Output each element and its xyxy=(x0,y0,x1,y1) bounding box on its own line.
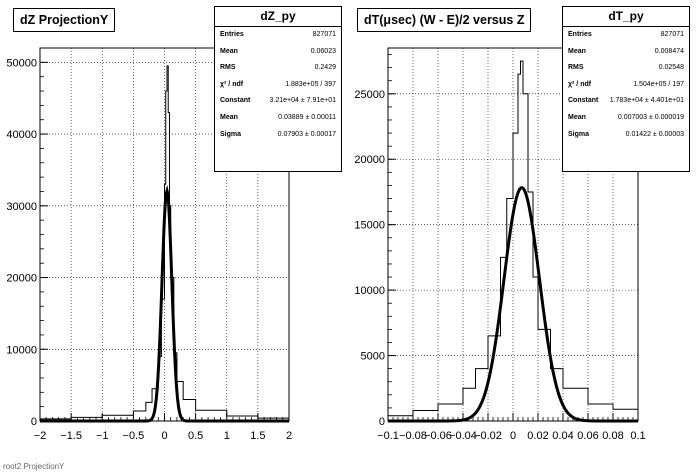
right-stats-box: dT_py Entries 827071 Mean 0.008474 RMS 0.0254… xyxy=(562,6,690,172)
stats-label: χ² / ndf xyxy=(568,80,592,88)
x-tick-label: −2 xyxy=(34,430,47,442)
stats-value: 0.01422 ± 0.00003 xyxy=(625,130,684,138)
stats-value: 1.504e+05 / 197 xyxy=(633,80,684,88)
x-tick-label: −0.02 xyxy=(474,430,502,442)
stats-value: 0.008474 xyxy=(654,47,684,55)
stats-row: Entries 827071 xyxy=(215,27,341,44)
y-tick-label: 15000 xyxy=(354,220,385,232)
stats-value: 827071 xyxy=(660,31,684,38)
stats-row: Constant 3.21e+04 ± 7.91e+01 xyxy=(215,93,341,110)
stats-label: Constant xyxy=(568,97,599,105)
left-stats-box: dZ_py Entries 827071 Mean 0.06023 RMS 0.2429 χ… xyxy=(214,6,342,172)
x-tick-label: −0.1 xyxy=(377,430,399,442)
stats-label: Mean xyxy=(568,113,586,121)
left-stats-name: dZ_py xyxy=(215,7,341,27)
stats-row: Mean 0.008474 xyxy=(563,44,689,61)
stats-label: Constant xyxy=(220,97,251,105)
stats-label: Sigma xyxy=(220,130,242,138)
histogram-line xyxy=(40,65,290,420)
y-tick-label: 5000 xyxy=(361,351,385,363)
x-tick-label: 0 xyxy=(161,430,167,442)
right-stats-rows: Entries 827071 Mean 0.008474 RMS 0.02548 χ² / … xyxy=(563,27,689,143)
y-tick-label: 50000 xyxy=(6,57,37,69)
left-stats-rows: Entries 827071 Mean 0.06023 RMS 0.2429 χ² / nd… xyxy=(215,27,341,143)
stats-label: Mean xyxy=(220,113,238,121)
y-tick-label: 0 xyxy=(31,416,37,428)
stats-label: Entries xyxy=(220,31,244,38)
footer-note: root2 ProjectionY xyxy=(3,462,65,471)
stats-value: 3.21e+04 ± 7.91e+01 xyxy=(269,97,336,105)
stats-value: 0.02548 xyxy=(658,64,684,72)
stats-label: Mean xyxy=(220,47,238,55)
x-tick-label: 0.06 xyxy=(577,430,598,442)
x-tick-label: 1 xyxy=(224,430,230,442)
x-tick-label: 0.08 xyxy=(602,430,623,442)
stats-row: Sigma 0.07903 ± 0.00017 xyxy=(215,127,341,144)
histogram-line xyxy=(388,60,639,417)
x-tick-label: −0.04 xyxy=(449,430,477,442)
gaussian-fit-line xyxy=(388,186,638,423)
stats-value: 1.783e+04 ± 4.401e+01 xyxy=(609,97,684,105)
x-tick-label: −1.5 xyxy=(60,430,82,442)
stats-row: Mean 0.007003 ± 0.000019 xyxy=(563,110,689,127)
stats-row: RMS 0.02548 xyxy=(563,60,689,77)
x-tick-label: 2 xyxy=(286,430,292,442)
y-tick-label: 30000 xyxy=(6,201,37,213)
stats-row: RMS 0.2429 xyxy=(215,60,341,77)
stats-row: Entries 827071 xyxy=(563,27,689,44)
right-stats-name: dT_py xyxy=(563,7,689,27)
right-title-text: dT(μsec) (W - E)/2 versus Z xyxy=(364,13,525,27)
stats-row: χ² / ndf 1.504e+05 / 197 xyxy=(563,77,689,94)
y-tick-label: 10000 xyxy=(6,344,37,356)
stats-value: 0.07903 ± 0.00017 xyxy=(277,130,336,138)
x-tick-label: −0.06 xyxy=(424,430,452,442)
stats-label: RMS xyxy=(568,64,584,72)
stats-label: χ² / ndf xyxy=(220,80,244,88)
x-tick-label: −0.5 xyxy=(123,430,145,442)
stats-row: Constant 1.783e+04 ± 4.401e+01 xyxy=(563,93,689,110)
y-tick-label: 20000 xyxy=(354,154,385,166)
x-tick-label: 0.04 xyxy=(552,430,573,442)
gaussian-fit-line xyxy=(40,184,289,423)
x-tick-label: −1 xyxy=(96,430,109,442)
stats-label: Sigma xyxy=(568,130,590,138)
x-tick-label: 0.1 xyxy=(630,430,645,442)
x-tick-label: 0.5 xyxy=(188,430,203,442)
left-pad: −2 −1.5 −1 −0.5 0 0.5 1 1.5 2 0 10000 20000 30000 400… xyxy=(6,47,292,442)
stats-row: Sigma 0.01422 ± 0.00003 xyxy=(563,127,689,144)
y-tick-label: 0 xyxy=(379,416,385,428)
y-tick-label: 20000 xyxy=(6,273,37,285)
y-tick-label: 25000 xyxy=(354,89,385,101)
stats-row: χ² / ndf 1.883e+05 / 397 xyxy=(215,77,341,94)
left-title: dZ ProjectionY xyxy=(13,8,116,32)
x-tick-label: 1.5 xyxy=(250,430,265,442)
x-tick-label: −0.08 xyxy=(399,430,427,442)
stats-label: RMS xyxy=(220,64,236,72)
right-title: dT(μsec) (W - E)/2 versus Z xyxy=(357,8,532,32)
stats-row: Mean 0.03889 ± 0.00011 xyxy=(215,110,341,127)
stats-value: 0.2429 xyxy=(314,64,336,72)
stats-value: 0.007003 ± 0.000019 xyxy=(617,113,684,121)
stats-value: 0.03889 ± 0.00011 xyxy=(278,113,336,121)
stats-label: Entries xyxy=(568,31,592,38)
right-pad: −0.1 −0.08−0.06−0.04−0.02 0 0.02 0.04 0.06 0.0… xyxy=(354,47,646,442)
y-tick-label: 10000 xyxy=(354,285,385,297)
x-tick-label: 0.02 xyxy=(527,430,548,442)
stats-label: Mean xyxy=(568,47,586,55)
x-tick-label: 0 xyxy=(510,430,516,442)
stats-value: 1.883e+05 / 397 xyxy=(285,80,336,88)
stats-value: 827071 xyxy=(312,31,336,38)
stats-row: Mean 0.06023 xyxy=(215,44,341,61)
left-title-text: dZ ProjectionY xyxy=(20,13,109,27)
y-tick-label: 40000 xyxy=(6,129,37,141)
stats-value: 0.06023 xyxy=(310,47,336,55)
